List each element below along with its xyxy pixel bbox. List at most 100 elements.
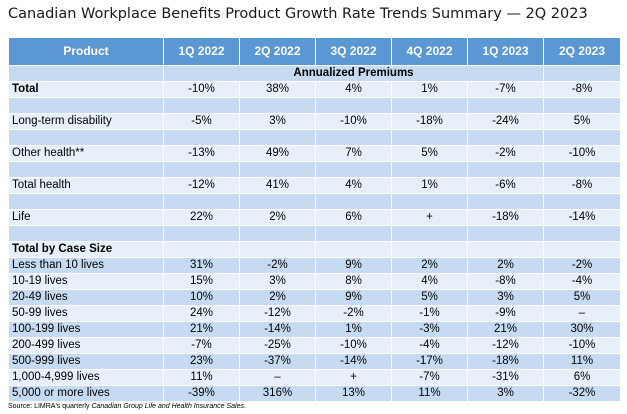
table-cell: -7% (467, 81, 544, 98)
table-cell: 11% (163, 369, 240, 386)
table-cell: -8% (543, 177, 621, 194)
table-cell: -10% (315, 337, 392, 354)
page-title: Canadian Workplace Benefits Product Grow… (8, 6, 588, 22)
table-row: 20-49 lives 10% 2% 9% 5% 3% 5% (8, 289, 621, 306)
table-cell: 3% (239, 273, 316, 290)
table-cell: -5% (163, 113, 240, 130)
table-cell: 5% (543, 289, 621, 306)
table-cell: 9% (315, 289, 392, 306)
section-header-case-size: Total by Case Size (8, 241, 621, 258)
table-row: Less than 10 lives 31% -2% 9% 2% 2% -2% (8, 257, 621, 274)
table-cell: -17% (391, 353, 468, 370)
table-cell: -4% (391, 337, 468, 354)
table-cell: -24% (467, 113, 544, 130)
row-label: 200-499 lives (8, 337, 164, 354)
table-row: Long-term disability -5% 3% -10% -18% -24% 5% (8, 113, 621, 130)
table-cell: 9% (315, 257, 392, 274)
table-cell: 4% (315, 177, 392, 194)
table-cell: -12% (239, 305, 316, 322)
row-label: Long-term disability (8, 113, 164, 130)
table-cell: 316% (239, 385, 316, 402)
section-title: Annualized Premiums (163, 65, 544, 82)
table-cell: -13% (163, 145, 240, 162)
table-cell: 5% (391, 145, 468, 162)
table-cell: 2% (391, 257, 468, 274)
table-cell: – (239, 369, 316, 386)
section-header-premiums: Annualized Premiums (8, 65, 621, 82)
table-cell: -4% (543, 273, 621, 290)
table-cell: 1% (315, 321, 392, 338)
table-row: 5,000 or more lives -39% 316% 13% 11% 3% -32% (8, 385, 621, 402)
table-row: 1,000-4,999 lives 11% – + -7% -31% 6% (8, 369, 621, 386)
table-cell: 11% (543, 353, 621, 370)
source-note: Source: LIMRA's quarterly Canadian Group… (8, 403, 246, 410)
spacer-row (8, 129, 621, 146)
table-row: 500-999 lives 23% -37% -14% -17% -18% 11% (8, 353, 621, 370)
table-cell: -18% (467, 353, 544, 370)
table-cell: -1% (391, 305, 468, 322)
table-cell: -14% (315, 353, 392, 370)
table-cell: -10% (543, 337, 621, 354)
table-cell: 7% (315, 145, 392, 162)
table-row: 10-19 lives 15% 3% 8% 4% -8% -4% (8, 273, 621, 290)
table-cell: 21% (467, 321, 544, 338)
table-cell: -6% (467, 177, 544, 194)
table-cell: -7% (391, 369, 468, 386)
column-header: 1Q 2022 (163, 37, 240, 66)
table-cell: -10% (543, 145, 621, 162)
table-cell: -2% (467, 145, 544, 162)
table-cell: 5% (391, 289, 468, 306)
table-row: 200-499 lives -7% -25% -10% -4% -12% -10% (8, 337, 621, 354)
table-cell: 8% (315, 273, 392, 290)
row-label: 5,000 or more lives (8, 385, 164, 402)
table-cell: -9% (467, 305, 544, 322)
table-cell: -2% (543, 257, 621, 274)
table-row: Life 22% 2% 6% + -18% -14% (8, 209, 621, 226)
table-cell: 31% (163, 257, 240, 274)
table-cell: 3% (467, 385, 544, 402)
column-header: 3Q 2022 (315, 37, 392, 66)
table-cell: 21% (163, 321, 240, 338)
table-cell: – (543, 305, 621, 322)
table-cell: 41% (239, 177, 316, 194)
table-cell: -25% (239, 337, 316, 354)
table-cell: -32% (543, 385, 621, 402)
spacer-row (8, 161, 621, 178)
table-cell: -39% (163, 385, 240, 402)
row-label: Less than 10 lives (8, 257, 164, 274)
table-cell: -7% (163, 337, 240, 354)
table-cell: + (315, 369, 392, 386)
row-label: 10-19 lives (8, 273, 164, 290)
table-cell: 1% (391, 177, 468, 194)
table-cell: 49% (239, 145, 316, 162)
spacer-row (8, 97, 621, 114)
table-cell: -14% (239, 321, 316, 338)
row-label: 50-99 lives (8, 305, 164, 322)
table-cell: -10% (163, 81, 240, 98)
spacer-row (8, 193, 621, 210)
table-cell: 11% (391, 385, 468, 402)
table-cell: -8% (467, 273, 544, 290)
table-row: Total health -12% 41% 4% 1% -6% -8% (8, 177, 621, 194)
section-title: Total by Case Size (8, 241, 164, 258)
table-cell: 2% (239, 209, 316, 226)
column-header: 4Q 2022 (391, 37, 468, 66)
row-label: 1,000-4,999 lives (8, 369, 164, 386)
column-header: 2Q 2022 (239, 37, 316, 66)
table-cell: 6% (315, 209, 392, 226)
table-cell: + (391, 209, 468, 226)
row-label: Total health (8, 177, 164, 194)
table-cell: -8% (543, 81, 621, 98)
table-cell: -31% (467, 369, 544, 386)
table-cell: -2% (239, 257, 316, 274)
row-label: 500-999 lives (8, 353, 164, 370)
row-label: 20-49 lives (8, 289, 164, 306)
table-cell: -12% (467, 337, 544, 354)
table-row: 50-99 lives 24% -12% -2% -1% -9% – (8, 305, 621, 322)
table-cell: 4% (391, 273, 468, 290)
table-cell: 15% (163, 273, 240, 290)
column-header: 1Q 2023 (467, 37, 544, 66)
spacer-row (8, 225, 621, 242)
table-cell: 23% (163, 353, 240, 370)
table-cell: 10% (163, 289, 240, 306)
